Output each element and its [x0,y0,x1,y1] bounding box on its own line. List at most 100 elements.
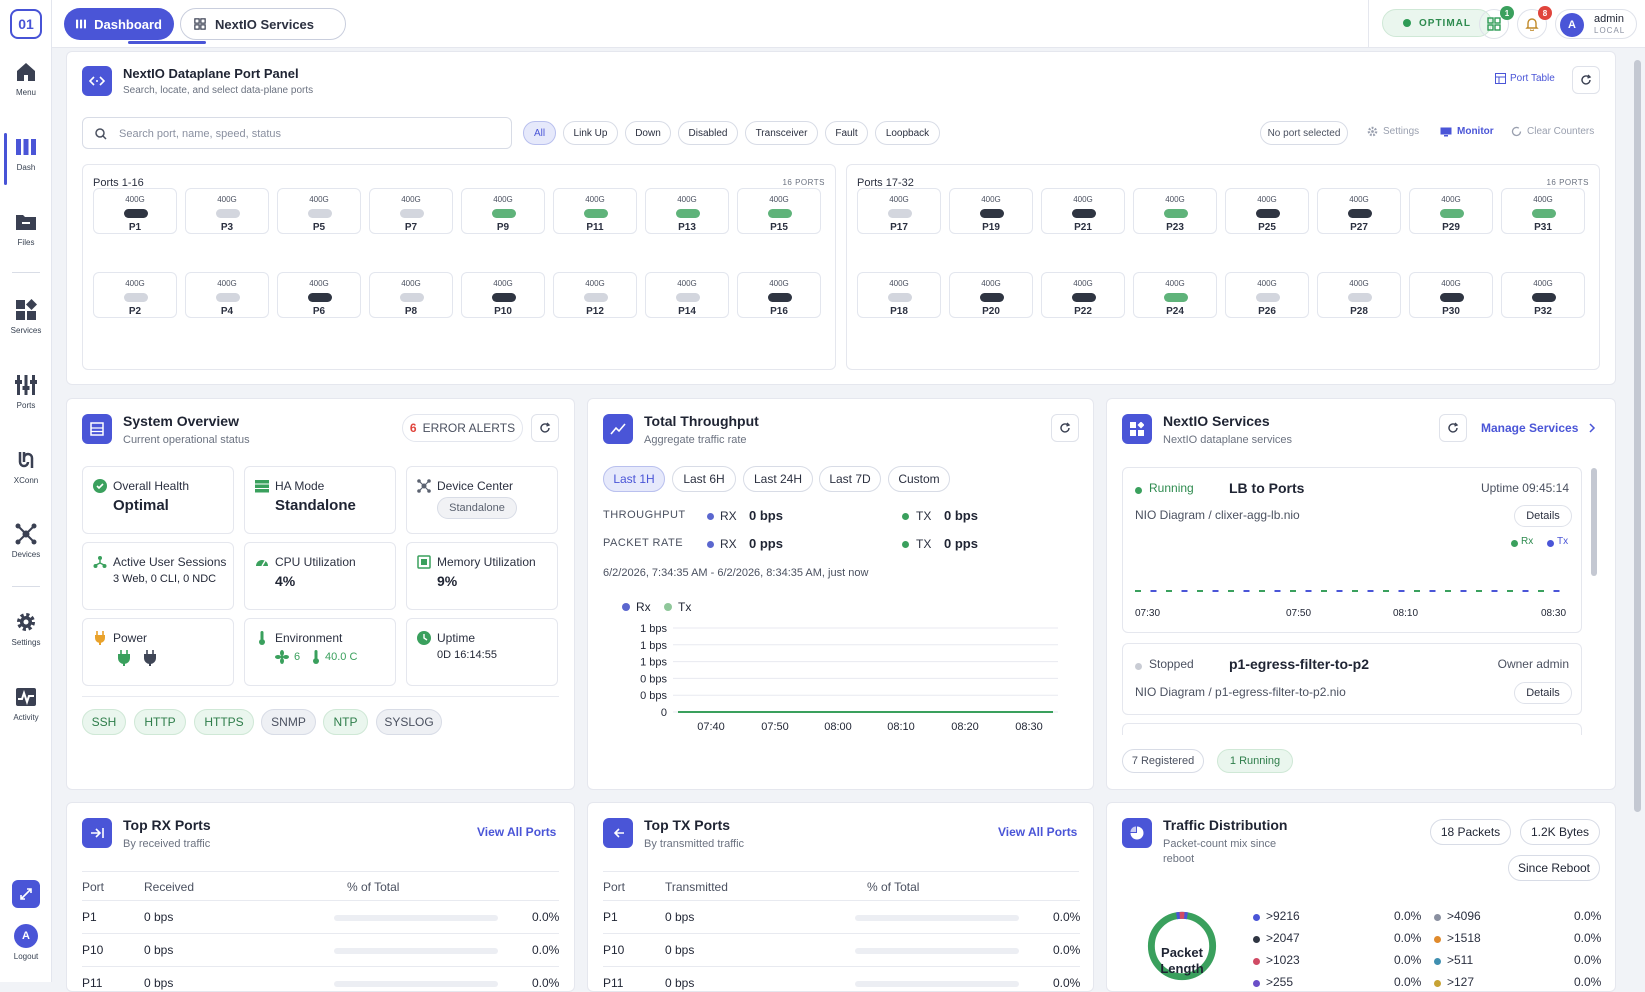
overall-health-label: Overall Health [113,479,190,493]
protocol-http[interactable]: HTTP [134,709,186,735]
port-p10[interactable]: 400G P10 [461,272,545,318]
tab-nextio-services[interactable]: NextIO Services [180,8,346,40]
port-status-led [216,293,240,302]
port-p20[interactable]: 400G P20 [949,272,1033,318]
port-search-input[interactable]: Search port, name, speed, status [82,117,512,149]
filter-fault[interactable]: Fault [825,121,868,145]
filter-all[interactable]: All [523,121,556,145]
service-sparkline [1135,590,1560,592]
port-p9[interactable]: 400G P9 [461,188,545,234]
sidebar-item-activity[interactable]: Activity [0,685,52,722]
port-speed: 400G [769,195,789,204]
range-last-7d[interactable]: Last 7D [819,466,881,492]
user-menu[interactable]: A admin LOCAL [1555,9,1637,39]
service-details-button[interactable]: Details [1514,682,1572,704]
logout-button[interactable]: A Logout [0,924,52,961]
port-p31[interactable]: 400G P31 [1501,188,1585,234]
apps-button[interactable]: 1 [1479,6,1514,39]
sidebar-item-services[interactable]: Services [0,298,52,335]
port-p24[interactable]: 400G P24 [1133,272,1217,318]
port-p30[interactable]: 400G P30 [1409,272,1493,318]
port-p5[interactable]: 400G P5 [277,188,361,234]
range-custom[interactable]: Custom [888,466,950,492]
range-last-1h[interactable]: Last 1H [603,466,665,492]
port-p14[interactable]: 400G P14 [645,272,729,318]
port-p6[interactable]: 400G P6 [277,272,361,318]
view-all-rx-link[interactable]: View All Ports [477,825,557,839]
service-item[interactable]: Running LB to Ports Uptime 09:45:14 NIO … [1122,467,1582,633]
services-refresh-button[interactable] [1439,414,1467,442]
legend-value: 0.0% [1394,953,1422,967]
clear-counters-action[interactable]: Clear Counters [1511,126,1594,137]
port-p13[interactable]: 400G P13 [645,188,729,234]
system-status-pill[interactable]: OPTIMAL [1382,9,1492,37]
port-p26[interactable]: 400G P26 [1225,272,1309,318]
settings-action[interactable]: Settings [1367,126,1419,137]
port-p25[interactable]: 400G P25 [1225,188,1309,234]
page-scrollbar[interactable] [1634,60,1641,812]
sidebar-item-settings[interactable]: Settings [0,610,52,647]
sidebar-item-menu[interactable]: Menu [0,60,52,97]
port-p8[interactable]: 400G P8 [369,272,453,318]
port-p19[interactable]: 400G P19 [949,188,1033,234]
port-p4[interactable]: 400G P4 [185,272,269,318]
port-p22[interactable]: 400G P22 [1041,272,1125,318]
filter-link-up[interactable]: Link Up [563,121,618,145]
legend-label: >511 [1447,953,1474,967]
port-p7[interactable]: 400G P7 [369,188,453,234]
protocol-snmp[interactable]: SNMP [261,709,316,735]
protocol-ntp[interactable]: NTP [323,709,368,735]
server-icon [82,414,112,444]
sidebar-item-files[interactable]: Files [0,210,52,247]
notifications-button[interactable]: 8 [1517,6,1552,39]
service-item[interactable]: Stopped p1-egress-filter-to-p2 Owner adm… [1122,643,1582,715]
rate-cell: 0 bps [665,910,695,924]
view-all-tx-link[interactable]: View All Ports [998,825,1078,839]
services-scrollbar[interactable] [1591,468,1597,576]
port-p16[interactable]: 400G P16 [737,272,821,318]
filter-loopback[interactable]: Loopback [875,121,940,145]
sidebar-item-devices[interactable]: Devices [0,522,52,559]
since-reboot-selector[interactable]: Since Reboot [1508,855,1600,881]
sidebar-item-xconn[interactable]: XConn [0,448,52,485]
port-speed: 400G [125,195,145,204]
port-panel-refresh-button[interactable] [1572,66,1600,94]
error-alerts-button[interactable]: 6 ERROR ALERTS [402,414,523,442]
sidebar-item-dash[interactable]: Dash [0,133,52,185]
monitor-action[interactable]: Monitor [1440,126,1494,137]
throughput-refresh-button[interactable] [1051,414,1079,442]
gauge-icon [256,560,268,567]
protocol-syslog[interactable]: SYSLOG [376,709,442,735]
filter-transceiver[interactable]: Transceiver [745,121,818,145]
port-p1[interactable]: 400G P1 [93,188,177,234]
manage-services-link[interactable]: Manage Services [1481,421,1596,435]
port-p18[interactable]: 400G P18 [857,272,941,318]
rx-dot [707,541,714,548]
port-p32[interactable]: 400G P32 [1501,272,1585,318]
expand-sidebar-button[interactable] [12,880,40,908]
port-p21[interactable]: 400G P21 [1041,188,1125,234]
filter-down[interactable]: Down [625,121,671,145]
port-p12[interactable]: 400G P12 [553,272,637,318]
port-p29[interactable]: 400G P29 [1409,188,1493,234]
port-p28[interactable]: 400G P28 [1317,272,1401,318]
port-p11[interactable]: 400G P11 [553,188,637,234]
port-p27[interactable]: 400G P27 [1317,188,1401,234]
port-table-link[interactable]: Port Table [1495,73,1555,84]
protocol-https[interactable]: HTTPS [194,709,254,735]
port-name: P32 [1534,306,1552,317]
protocol-ssh[interactable]: SSH [82,709,126,735]
port-p23[interactable]: 400G P23 [1133,188,1217,234]
port-p3[interactable]: 400G P3 [185,188,269,234]
range-last-24h[interactable]: Last 24H [743,466,813,492]
range-last-6h[interactable]: Last 6H [672,466,736,492]
service-details-button[interactable]: Details [1514,505,1572,527]
port-p2[interactable]: 400G P2 [93,272,177,318]
port-p15[interactable]: 400G P15 [737,188,821,234]
tab-dashboard[interactable]: Dashboard [64,8,174,40]
sidebar-item-ports[interactable]: Ports [0,373,52,410]
filter-disabled[interactable]: Disabled [678,121,738,145]
system-refresh-button[interactable] [531,414,559,442]
port-p17[interactable]: 400G P17 [857,188,941,234]
app-logo[interactable]: 01 [10,9,42,39]
